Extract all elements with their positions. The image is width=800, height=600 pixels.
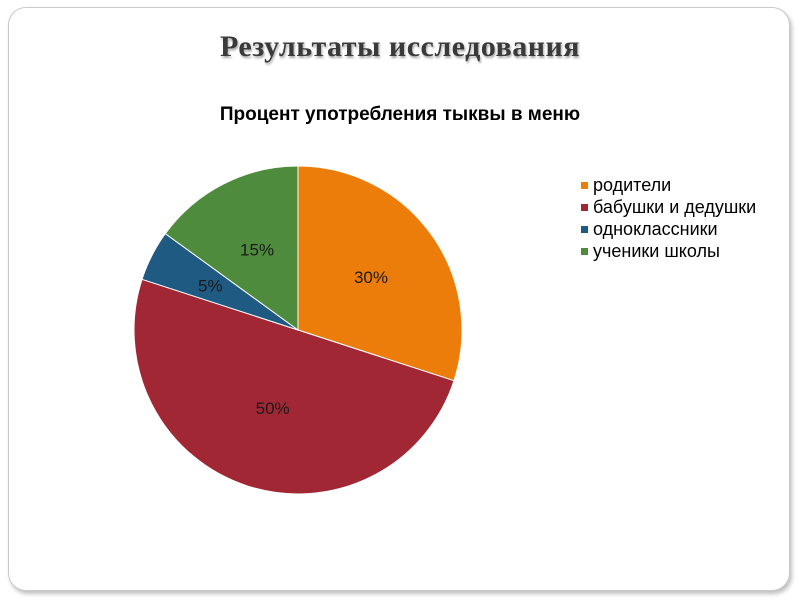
data-label-parents: 30% <box>354 268 388 287</box>
data-label-grandparents: 50% <box>256 399 290 418</box>
legend-label-students: ученики школы <box>593 241 720 261</box>
pie-slice-parents <box>297 165 463 382</box>
slide-title: Результаты исследования <box>219 30 581 63</box>
data-label-students: 15% <box>240 241 274 260</box>
pie-slice-grandparents <box>133 278 455 495</box>
legend-swatch-classmates <box>581 226 588 233</box>
legend-swatch-parents <box>581 182 588 189</box>
legend-swatch-grandparents <box>581 204 588 211</box>
legend-item-parents: родители <box>581 174 781 196</box>
pie-slice-students <box>164 165 299 331</box>
legend-item-grandparents: бабушки и дедушки <box>581 196 781 218</box>
legend-label-parents: родители <box>593 175 672 195</box>
chart-title: Процент употребления тыквы в меню <box>219 104 581 125</box>
legend-swatch-students <box>581 248 588 255</box>
legend-item-students: ученики школы <box>581 240 781 262</box>
legend-label-grandparents: бабушки и дедушки <box>593 197 757 217</box>
chart-legend: родители бабушки и дедушки одноклассники… <box>581 174 781 262</box>
data-label-classmates: 5% <box>198 276 223 295</box>
legend-label-classmates: одноклассники <box>593 219 718 239</box>
legend-item-classmates: одноклассники <box>581 218 781 240</box>
